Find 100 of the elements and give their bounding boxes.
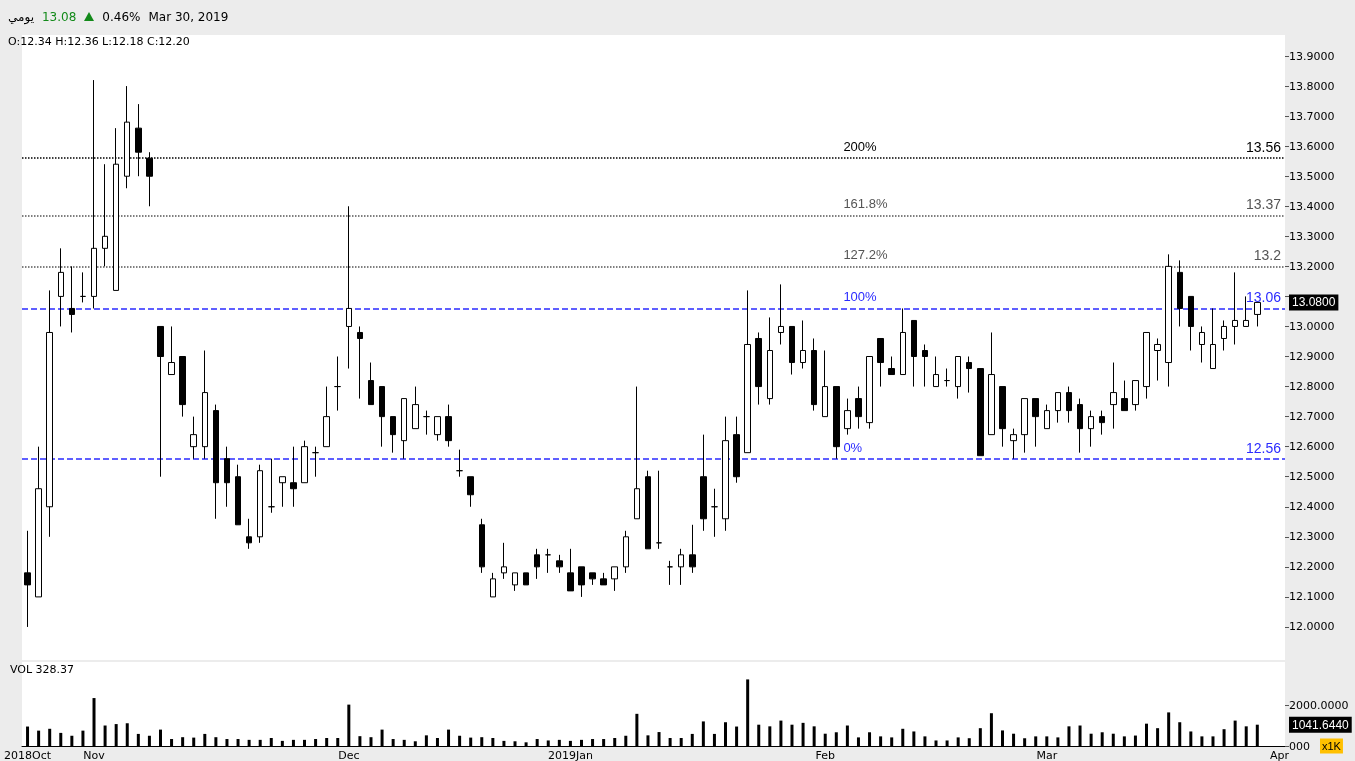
candlestick <box>1088 410 1094 448</box>
candlestick <box>1077 398 1083 454</box>
candlestick <box>456 449 463 478</box>
candlestick <box>1143 331 1150 400</box>
y-tick-label: 12.1000 <box>1289 590 1335 604</box>
candlestick <box>1221 319 1227 351</box>
y-tick-label: 12.3000 <box>1289 530 1335 544</box>
ref-line-label: 12.56 <box>1245 439 1282 456</box>
candlestick <box>700 434 707 532</box>
candlestick <box>800 319 806 370</box>
candlestick <box>434 416 441 442</box>
x-tick-label: Apr <box>1269 749 1290 761</box>
text: 1041.6440 <box>1292 717 1350 732</box>
annotation: 200% <box>843 139 878 155</box>
candlestick <box>246 518 252 550</box>
text: x1K <box>1322 740 1342 752</box>
annotation: 127.2% <box>843 247 888 263</box>
candlestick <box>722 416 729 532</box>
y-tick-label: 12.8000 <box>1289 380 1335 394</box>
candlestick <box>744 289 751 454</box>
candlestick <box>833 386 840 460</box>
candlestick <box>1254 301 1261 327</box>
candlestick <box>1132 380 1139 412</box>
annotation: 0% <box>843 439 863 455</box>
y-tick-label: 12.5000 <box>1289 470 1335 484</box>
y-tick-label: 2000.0000 <box>1289 698 1349 712</box>
candlestick <box>80 271 86 303</box>
text: يومي <box>8 9 34 24</box>
candlestick <box>445 404 452 448</box>
candlestick <box>1232 271 1238 345</box>
candlestick <box>467 476 474 508</box>
x-tick-label: 2019Jan <box>547 749 593 761</box>
candlestick <box>279 476 286 508</box>
candlestick <box>69 265 75 333</box>
candlestick <box>24 530 31 628</box>
candlestick <box>1032 398 1039 448</box>
y-tick-label: 000 <box>1289 739 1310 753</box>
candlestick <box>922 344 928 388</box>
candlestick <box>368 362 374 406</box>
text: 13.08 <box>41 9 77 24</box>
candlestick <box>567 548 574 592</box>
candlestick <box>623 530 629 574</box>
candlestick <box>202 350 208 460</box>
y-tick-label: 12.7000 <box>1289 410 1335 424</box>
candlestick <box>811 337 817 412</box>
candlestick <box>711 488 718 538</box>
candlestick <box>179 356 186 418</box>
candlestick <box>523 572 529 586</box>
text: Mar 30, 2019 <box>148 9 229 24</box>
candlestick <box>35 446 42 598</box>
ref-line-label: 13.37 <box>1245 196 1282 213</box>
candlestick <box>1243 295 1249 327</box>
candlestick <box>545 548 551 574</box>
annotation: O:12.34 H:12.36 L:12.18 C:12.20 <box>8 35 190 48</box>
candlestick <box>534 548 540 580</box>
candlestick <box>1066 386 1072 424</box>
candlestick <box>168 325 175 376</box>
x-tick-label: Nov <box>83 749 106 761</box>
candlestick <box>323 386 330 448</box>
candlestick <box>977 368 984 457</box>
candlestick <box>379 386 385 448</box>
candlestick <box>888 356 895 376</box>
y-tick-label: 12.4000 <box>1289 500 1335 514</box>
candlestick <box>346 205 352 370</box>
candlestick <box>1121 380 1128 412</box>
y-tick-label: 13.7000 <box>1289 109 1335 123</box>
candlestick <box>1044 404 1050 430</box>
candlestick <box>689 524 696 574</box>
candlestick <box>1099 410 1105 436</box>
candlestick <box>955 356 961 400</box>
candlestick <box>767 316 773 406</box>
candlestick <box>301 440 308 484</box>
candlestick <box>944 368 950 388</box>
y-tick-label: 13.3000 <box>1289 229 1335 243</box>
candlestick <box>312 446 319 478</box>
annotation: VOL 328.37 <box>10 663 75 676</box>
candlestick <box>1110 362 1117 430</box>
candlestick <box>1055 392 1061 424</box>
candlestick <box>213 404 219 520</box>
candlestick <box>656 470 662 550</box>
ref-line-label: 13.56 <box>1245 139 1282 156</box>
y-tick-label: 13.0000 <box>1289 319 1335 333</box>
candlestick <box>412 386 419 430</box>
candlestick <box>479 518 485 574</box>
candlestick <box>855 386 862 430</box>
y-tick-label: 13.4000 <box>1289 199 1335 213</box>
candlestick <box>877 337 884 388</box>
y-tick-label: 13.5000 <box>1289 169 1335 183</box>
candlestick <box>157 325 164 478</box>
candlestick <box>1010 428 1017 460</box>
x-tick-label: Feb <box>815 749 835 761</box>
y-tick-label: 12.9000 <box>1289 350 1335 364</box>
candlestick <box>1154 337 1161 382</box>
candlestick <box>46 289 53 538</box>
candlestick <box>401 398 407 460</box>
x-tick-label: Dec <box>338 749 360 761</box>
text: 0.46% <box>102 9 141 24</box>
candlestick <box>224 446 230 508</box>
candlestick <box>102 163 108 267</box>
ref-line-label: 13.2 <box>1253 247 1282 264</box>
